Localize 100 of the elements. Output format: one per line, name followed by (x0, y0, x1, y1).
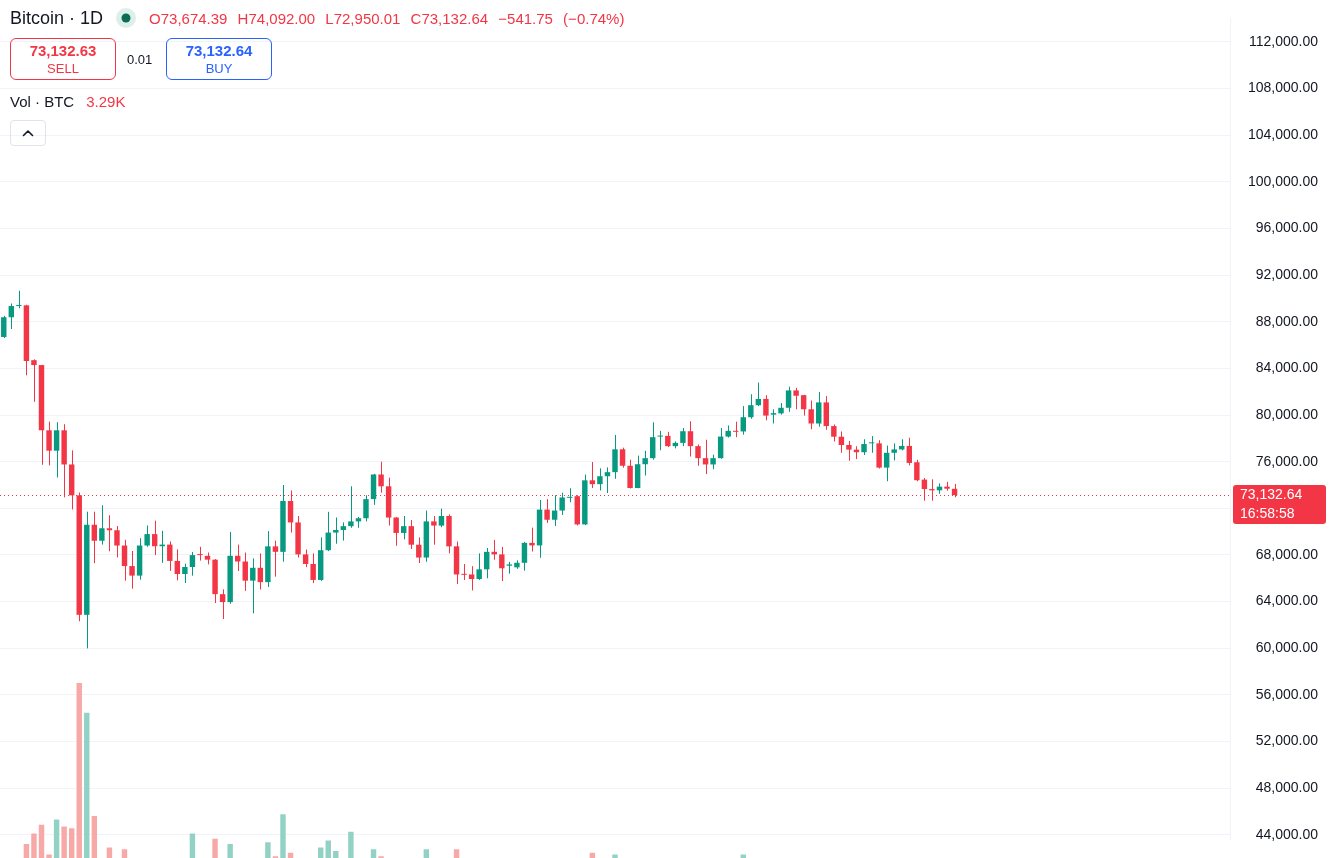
candlestick (642, 450, 648, 477)
candlestick (906, 437, 913, 466)
y-tick-label: 92,000.00 (1255, 265, 1319, 282)
bar (84, 712, 90, 858)
candlestick (650, 421, 656, 461)
candlestick (499, 546, 505, 582)
annotation: SELL (46, 60, 80, 77)
bar (453, 849, 460, 858)
candlestick (785, 386, 792, 413)
candlestick (770, 408, 777, 425)
y-tick-label: 44,000.00 (1255, 825, 1319, 842)
bar (91, 816, 98, 858)
candlestick (106, 514, 113, 552)
bar (370, 849, 377, 858)
y-tick-label: 104,000.00 (1247, 125, 1319, 142)
ref-line-label: 73,132.64 (1240, 485, 1303, 502)
candlestick (567, 487, 573, 503)
candlestick (393, 516, 399, 547)
candlestick (401, 515, 407, 540)
candlestick (151, 520, 158, 556)
candlestick (129, 550, 135, 590)
candlestick (53, 421, 60, 479)
y-tick-label: 68,000.00 (1255, 545, 1319, 562)
bar (76, 683, 82, 858)
annotation: 73,132.63 (28, 42, 98, 60)
candlestick (657, 430, 663, 451)
y-tick-label: 60,000.00 (1255, 639, 1319, 656)
candlestick (182, 563, 188, 584)
text: 16:58:58 (1240, 504, 1295, 521)
y-tick-label: 76,000.00 (1255, 452, 1319, 469)
candlestick (619, 447, 626, 469)
candlestick (468, 565, 475, 591)
candlestick (808, 400, 814, 430)
annotation: BUY (204, 60, 234, 77)
candlestick (408, 519, 414, 550)
candlestick (416, 536, 422, 564)
annotation: 3.29K (86, 93, 126, 110)
candlestick (740, 405, 746, 436)
candlestick (461, 563, 467, 581)
candlestick (695, 444, 701, 467)
y-tick-label: 84,000.00 (1255, 359, 1319, 376)
annotation: 73,132.64 (184, 42, 254, 60)
y-tick-label: 80,000.00 (1255, 405, 1319, 422)
chart-subtitle: O73,674.39 H74,092.00 L72,950.01 C73,132.64 −541.75 (−0.74%) (149, 9, 625, 27)
bar (38, 824, 45, 858)
bar (280, 814, 286, 858)
candlestick (144, 524, 150, 548)
y-tick-label: 88,000.00 (1255, 312, 1319, 329)
candlestick (31, 358, 37, 403)
candlestick (687, 420, 694, 458)
bar (53, 819, 60, 858)
candlestick (16, 290, 22, 309)
bar (423, 849, 430, 858)
chart-title: Vol · BTC (10, 93, 75, 110)
candlestick (604, 466, 611, 494)
candlestick (763, 394, 769, 421)
candlestick (167, 540, 173, 572)
candlestick (544, 498, 550, 524)
candlestick (597, 467, 603, 491)
y-tick-label: 100,000.00 (1247, 172, 1319, 189)
candlestick (8, 302, 15, 330)
candlestick (46, 421, 52, 466)
candlestick (272, 540, 279, 578)
bar (227, 844, 233, 858)
candlestick (476, 552, 482, 581)
candlestick (793, 387, 799, 410)
candlestick (250, 557, 256, 614)
bar (348, 831, 354, 858)
candlestick (363, 494, 369, 522)
candlestick (748, 393, 754, 420)
buy-button: 73,132.64 BUY (166, 38, 272, 80)
candlestick (114, 525, 120, 558)
chart-title: Bitcoin · 1D (10, 7, 104, 29)
candlestick (99, 504, 105, 546)
candlestick (914, 459, 920, 482)
candlestick (846, 440, 852, 462)
candlestick (1, 315, 7, 339)
y-tick-label: 52,000.00 (1255, 732, 1319, 749)
candlestick (883, 445, 890, 482)
bar (265, 842, 271, 858)
candlestick (219, 588, 226, 620)
candlestick (816, 391, 822, 428)
candlestick (340, 521, 347, 542)
candlestick (333, 517, 339, 545)
candlestick (189, 551, 196, 577)
candlestick (348, 485, 354, 529)
sell-button: 73,132.63 SELL (10, 38, 116, 80)
candlestick (174, 548, 181, 581)
annotation: 0.01 (127, 52, 153, 68)
bar (121, 849, 128, 858)
bar (612, 854, 618, 858)
candlestick (589, 461, 596, 489)
candlestick (521, 541, 528, 572)
candlestick (612, 434, 618, 480)
candlestick (868, 435, 875, 454)
bar (31, 833, 37, 858)
candlestick (310, 552, 316, 584)
candlestick (680, 427, 686, 447)
bar (46, 854, 52, 858)
candlestick (378, 461, 384, 494)
